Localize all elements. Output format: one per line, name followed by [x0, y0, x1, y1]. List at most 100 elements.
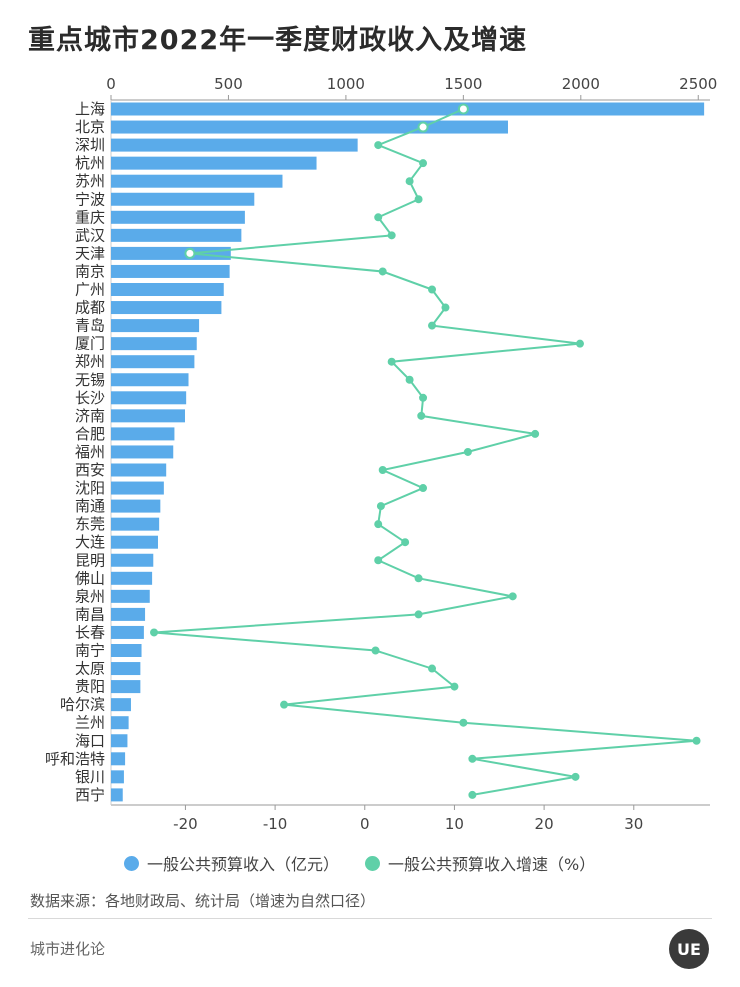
source-note: 数据来源：各地财政局、统计局（增速为自然口径）	[30, 892, 376, 910]
category-label: 深圳	[75, 136, 105, 154]
bar	[111, 120, 508, 134]
bar	[111, 716, 129, 730]
category-label: 广州	[75, 281, 105, 299]
growth-point	[374, 141, 383, 150]
top-axis-tick-label: 1000	[327, 75, 365, 93]
top-axis-tick-label: 500	[214, 75, 243, 93]
bar	[111, 319, 200, 333]
category-label: 昆明	[75, 551, 105, 569]
bar	[111, 770, 124, 784]
growth-point	[417, 121, 429, 133]
bar	[111, 246, 231, 260]
bar	[111, 337, 197, 351]
legend-item-growth: 一般公共预算收入增速（%）	[365, 851, 595, 875]
category-label: 郑州	[75, 353, 105, 371]
top-axis-tick-label: 2000	[562, 75, 600, 93]
category-label: 银川	[75, 768, 105, 786]
bar	[111, 625, 144, 639]
bar	[111, 391, 187, 405]
category-label: 成都	[75, 299, 105, 317]
category-label: 长春	[75, 623, 105, 641]
legend-item-revenue: 一般公共预算收入（亿元）	[124, 851, 339, 875]
category-label: 合肥	[75, 425, 105, 443]
chart-title: 重点城市2022年一季度财政收入及增速	[28, 25, 528, 56]
growth-point	[378, 466, 387, 474]
growth-point	[428, 285, 437, 294]
category-label: 苏州	[75, 172, 105, 190]
bar	[111, 553, 154, 567]
bar	[111, 210, 245, 224]
category-label: 沈阳	[75, 479, 105, 497]
category-label: 北京	[75, 118, 105, 136]
bar	[111, 607, 146, 621]
growth-point	[531, 429, 540, 438]
bar	[111, 355, 195, 369]
footer-brand: 城市进化论	[30, 940, 106, 958]
category-label: 杭州	[75, 154, 105, 172]
growth-point	[414, 574, 423, 583]
bar	[111, 427, 175, 441]
bar	[111, 409, 185, 423]
growth-point	[571, 772, 580, 781]
bottom-axis-tick-label: 10	[445, 815, 464, 833]
bar	[111, 481, 164, 495]
growth-point	[457, 103, 469, 115]
legend: 一般公共预算收入（亿元） 一般公共预算收入增速（%）	[124, 851, 621, 875]
category-label: 武汉	[75, 226, 105, 244]
growth-point	[468, 754, 477, 763]
bottom-axis-tick-label: -10	[263, 815, 288, 833]
bar	[111, 283, 224, 296]
bar	[111, 662, 141, 676]
category-label: 济南	[75, 407, 105, 425]
growth-point	[428, 321, 437, 330]
growth-point	[378, 267, 387, 276]
bar	[111, 535, 158, 549]
growth-point	[417, 411, 426, 420]
growth-point	[450, 682, 459, 691]
bar	[111, 589, 150, 603]
bottom-axis-tick-label: 30	[624, 815, 643, 833]
bar	[111, 192, 255, 206]
category-label: 贵阳	[75, 678, 105, 696]
growth-point	[405, 177, 414, 186]
top-axis-tick-label: 1500	[444, 75, 482, 93]
category-label: 佛山	[75, 569, 105, 587]
growth-point	[441, 303, 450, 312]
bar	[111, 499, 161, 513]
bar	[111, 373, 189, 387]
category-label: 泉州	[75, 587, 105, 605]
growth-point	[150, 628, 159, 637]
bar	[111, 102, 705, 116]
category-label: 大连	[75, 533, 105, 551]
growth-point	[184, 247, 196, 259]
growth-point	[405, 375, 414, 384]
category-label: 东莞	[75, 515, 105, 533]
growth-point	[419, 159, 428, 168]
category-label: 长沙	[75, 389, 105, 407]
bar	[111, 788, 123, 802]
category-label: 厦门	[75, 335, 105, 353]
category-label: 海口	[75, 732, 105, 750]
category-label: 西安	[75, 461, 105, 479]
bar	[111, 228, 242, 242]
category-label: 重庆	[75, 208, 105, 226]
growth-point	[280, 700, 289, 709]
category-label: 西宁	[75, 786, 105, 804]
growth-point	[387, 357, 396, 366]
growth-point	[414, 195, 423, 204]
legend-label-revenue: 一般公共预算收入（亿元）	[147, 855, 340, 874]
bar	[111, 752, 126, 766]
growth-point	[575, 339, 584, 348]
legend-dot-growth	[365, 855, 381, 871]
category-label: 南京	[75, 262, 105, 280]
bar	[111, 698, 131, 712]
bottom-axis-tick-label: 20	[535, 815, 554, 833]
growth-point	[387, 231, 396, 240]
legend-dot-revenue	[124, 855, 139, 871]
category-label: 上海	[75, 100, 105, 118]
category-label: 太原	[75, 660, 105, 678]
bar	[111, 445, 174, 459]
category-label: 南昌	[75, 605, 105, 623]
bar	[111, 138, 358, 152]
